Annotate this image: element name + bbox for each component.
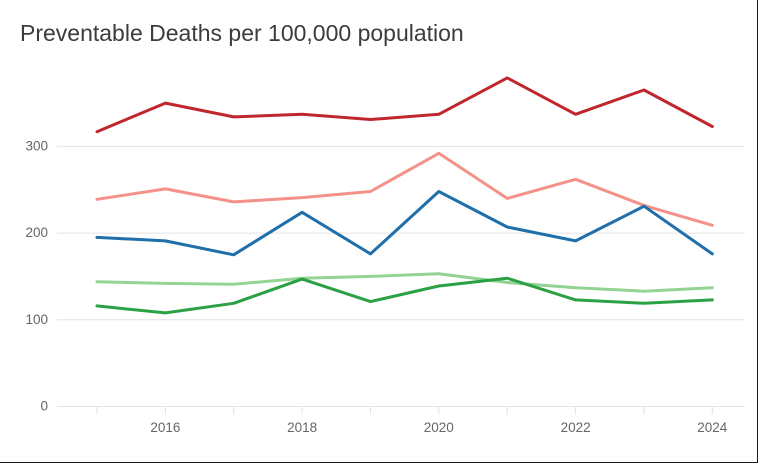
svg-text:2020: 2020: [424, 420, 454, 435]
svg-text:0: 0: [40, 399, 48, 414]
svg-text:300: 300: [25, 138, 48, 153]
svg-text:200: 200: [25, 225, 48, 240]
svg-text:2016: 2016: [150, 420, 180, 435]
svg-text:100: 100: [25, 312, 48, 327]
svg-text:2024: 2024: [697, 420, 728, 435]
svg-text:2018: 2018: [287, 420, 317, 435]
svg-text:2022: 2022: [561, 420, 591, 435]
